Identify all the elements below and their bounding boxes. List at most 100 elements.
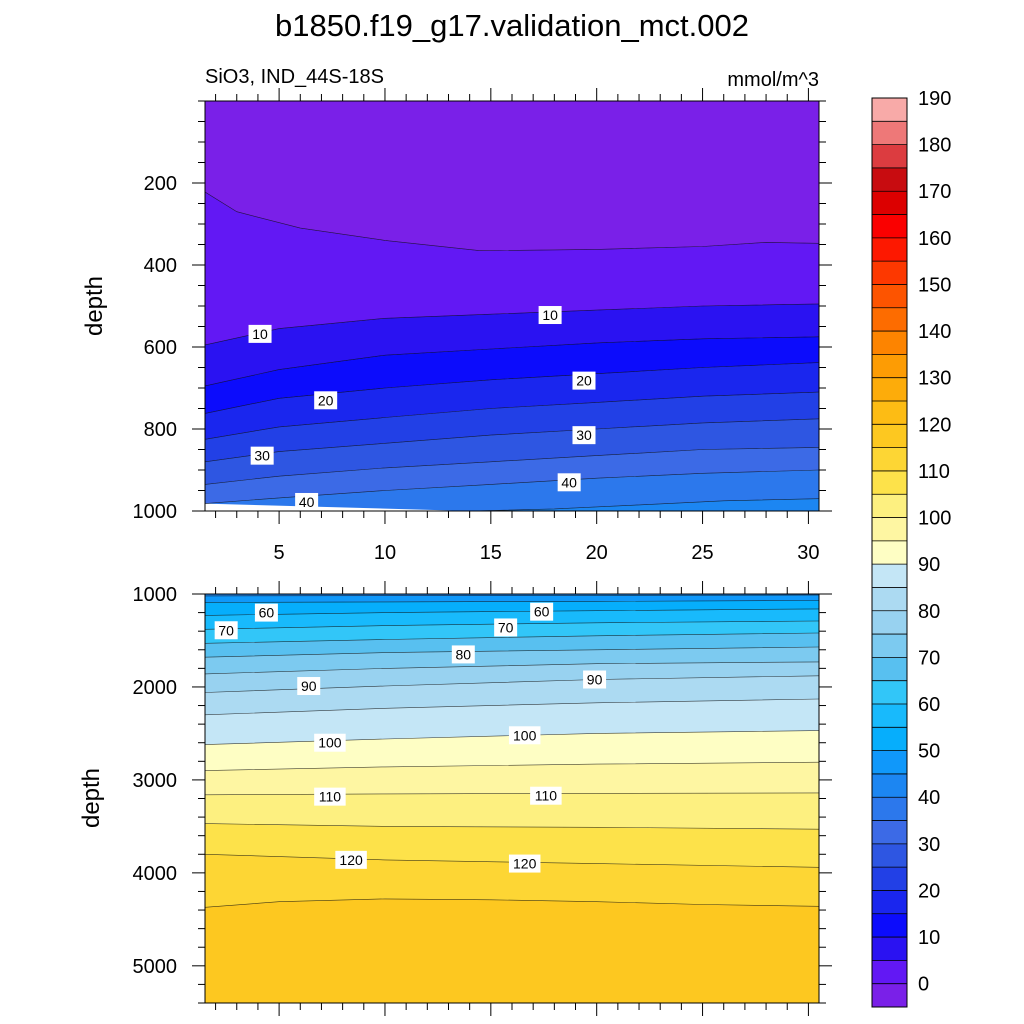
contour-line [205, 698, 819, 716]
contour-line [205, 191, 819, 252]
bottom-contour-lines [205, 594, 819, 908]
colorbar-box [872, 634, 907, 658]
colorbar-label: 110 [918, 461, 950, 483]
contour-band [205, 661, 819, 693]
contour-line [205, 303, 819, 346]
contour-label-box [314, 787, 346, 806]
contour-line [205, 792, 819, 796]
colorbar-label: 0 [918, 974, 929, 996]
colorbar-box [872, 261, 907, 285]
contour-label: 40 [299, 494, 315, 510]
contour-line [205, 594, 819, 597]
y-tick-label: 200 [144, 173, 177, 195]
x-tick-label: 30 [797, 542, 819, 564]
bottom-panel: 60 60 70 70 80 90 90 100 100 110 110 120 120 1000 200… [78, 581, 832, 1016]
contour-label-box [314, 733, 346, 752]
contour-band [205, 675, 819, 715]
contour-band [205, 418, 819, 485]
colorbar-box [872, 470, 907, 495]
contour-label-box [530, 786, 562, 805]
contour-band [205, 595, 819, 603]
colorbar-label: 90 [918, 554, 940, 576]
colorbar-box [872, 144, 907, 169]
contour-label-box [248, 324, 272, 343]
contour-label: 20 [318, 392, 334, 408]
colorbar-label: 150 [918, 274, 951, 296]
contour-label-box [508, 854, 541, 873]
contour-label-box [538, 306, 562, 325]
bottom-y-axis-label: depth [78, 768, 105, 828]
colorbar-box [872, 867, 907, 891]
contour-label: 100 [318, 735, 342, 751]
colorbar-label: 140 [918, 321, 951, 343]
colorbar-box [872, 937, 907, 961]
contour-label: 80 [456, 646, 472, 662]
contour-line [469, 498, 819, 511]
contour-band [205, 362, 819, 440]
contour-label: 10 [252, 326, 268, 342]
contour-band [205, 336, 819, 414]
contour-label: 120 [513, 856, 537, 872]
contour-line [205, 336, 819, 387]
top-axes: 200 400 600 800 1000 5 10 15 20 25 30 [133, 88, 832, 564]
contour-label: 110 [535, 788, 558, 804]
contour-band [205, 101, 819, 251]
top-filled-contours [205, 101, 819, 511]
colorbar-label: 80 [918, 601, 940, 623]
contour-label: 90 [301, 678, 317, 694]
y-tick-label: 1000 [133, 584, 178, 606]
colorbar-label: 10 [918, 927, 940, 949]
contour-label-box [530, 602, 554, 621]
contour-band [205, 699, 819, 745]
contour-line [205, 761, 819, 771]
colorbar-box [872, 773, 907, 798]
contour-label: 110 [319, 789, 342, 805]
colorbar-box [872, 564, 907, 588]
x-tick-label: 15 [480, 542, 502, 564]
contour-line [205, 608, 819, 616]
y-tick-label: 400 [144, 255, 177, 277]
colorbar-box [872, 331, 907, 355]
contour-label-box [297, 677, 321, 696]
contour-band [205, 730, 819, 771]
colorbar-label: 120 [918, 414, 951, 436]
contour-line [205, 620, 819, 630]
contour-label-box [451, 645, 475, 664]
colorbar-box [872, 797, 907, 821]
colorbar-box [872, 960, 907, 985]
colorbar-label: 60 [918, 694, 940, 716]
contour-label: 100 [513, 727, 537, 743]
colorbar-box [872, 750, 907, 775]
colorbar-label: 130 [918, 368, 951, 390]
contour-line [205, 362, 819, 414]
colorbar-box [872, 424, 907, 449]
contour-line [205, 730, 819, 745]
colorbar-box [872, 704, 907, 728]
contour-band [205, 633, 819, 658]
contour-line [205, 600, 819, 603]
contour-label-box [335, 850, 367, 869]
contour-band [205, 192, 819, 345]
contour-label-box [557, 473, 581, 492]
colorbar-box [872, 540, 907, 565]
contour-label: 70 [498, 619, 514, 635]
colorbar-box [872, 680, 907, 705]
contour-line [205, 469, 819, 504]
contour-label: 30 [576, 427, 592, 443]
x-tick-label: 10 [374, 542, 396, 564]
colorbar-box [872, 890, 907, 915]
figure-title: b1850.f19_g17.validation_mct.002 [275, 8, 749, 43]
colorbar-box [872, 401, 907, 425]
top-contour-labels: 10 10 20 20 30 30 40 40 [248, 306, 596, 511]
colorbar-box [872, 843, 907, 868]
contour-line [205, 418, 819, 463]
colorbar-box [872, 98, 907, 122]
contour-label: 90 [587, 672, 603, 688]
colorbar-label: 40 [918, 787, 940, 809]
contour-line [205, 854, 819, 868]
contour-label-box [572, 426, 596, 445]
contour-label-box [250, 446, 274, 465]
colorbar-label: 50 [918, 741, 940, 763]
contour-label: 120 [339, 852, 363, 868]
